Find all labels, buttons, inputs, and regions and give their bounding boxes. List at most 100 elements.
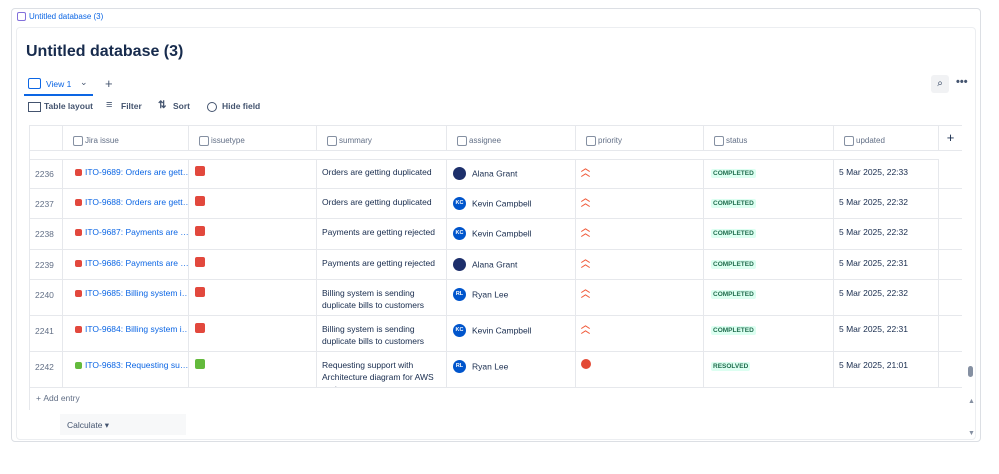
cell: 2237 xyxy=(30,189,63,219)
tab-menu[interactable]: ⌄ xyxy=(80,77,88,87)
updated: 5 Mar 2025, 22:31 xyxy=(839,258,908,268)
cell: ITO-9688: Orders are gett… xyxy=(63,189,189,219)
cell: KC Kevin Campbell xyxy=(447,219,576,250)
column-icon xyxy=(586,136,596,146)
column-icon xyxy=(714,136,724,146)
summary: Billing system is sending duplicate bill… xyxy=(322,324,425,346)
toolbar-button[interactable]: Filter xyxy=(121,101,142,111)
cell xyxy=(939,219,962,250)
status-badge: RESOLVED xyxy=(711,362,751,371)
issue-link[interactable]: ITO-9686: Payments are … xyxy=(85,258,189,268)
cell xyxy=(939,316,962,352)
column-header[interactable]: priority xyxy=(598,136,623,145)
issue-link[interactable]: ITO-9688: Orders are gett… xyxy=(85,197,189,207)
header-cell: updated xyxy=(834,126,939,151)
column-header[interactable]: assignee xyxy=(469,136,502,145)
column-header[interactable]: summary xyxy=(339,136,372,145)
assignee-name: Ryan Lee xyxy=(472,361,509,372)
cell: 2242 xyxy=(30,352,63,388)
add-entry[interactable]: + Add entry xyxy=(36,393,80,403)
tab[interactable]: View 1 xyxy=(46,79,72,89)
issue-link[interactable]: ITO-9689: Orders are gett… xyxy=(85,167,189,177)
scroll-down[interactable]: ▼ xyxy=(968,430,975,437)
header-cell xyxy=(30,126,63,151)
issuetype-mini xyxy=(75,260,82,267)
view-icon xyxy=(28,78,41,89)
cell: Billing system is sending duplicate bill… xyxy=(317,316,447,352)
issuetype-icon xyxy=(195,226,205,236)
cell: ITO-9684: Billing system i… xyxy=(63,316,189,352)
updated: 5 Mar 2025, 22:32 xyxy=(839,227,908,237)
partial-row xyxy=(30,151,939,160)
issue-link[interactable]: ITO-9684: Billing system i… xyxy=(85,324,189,334)
cell: COMPLETED xyxy=(704,316,834,352)
calculate-button[interactable]: Calculate ▾ xyxy=(60,414,186,435)
cell: 2238 xyxy=(30,219,63,250)
search-button[interactable]: ⌕ xyxy=(931,75,949,93)
title: Untitled database (3) xyxy=(26,43,184,60)
cell: Payments are getting rejected xyxy=(317,250,447,280)
cell xyxy=(189,219,317,250)
header-cell: Jira issue xyxy=(63,126,189,151)
cell: 5 Mar 2025, 22:32 xyxy=(834,189,939,219)
cell: ︿ ︿ xyxy=(576,219,704,250)
toolbar-button[interactable]: Table layout xyxy=(44,101,93,111)
cell xyxy=(939,250,962,280)
row-number: 2239 xyxy=(35,260,54,270)
cell: ︿ ︿ xyxy=(576,280,704,316)
cell: 2240 xyxy=(30,280,63,316)
cell xyxy=(576,352,704,388)
breadcrumb[interactable]: Untitled database (3) xyxy=(29,12,104,21)
priority-icon xyxy=(581,359,591,369)
add-column: + xyxy=(939,126,962,151)
issue-link[interactable]: ITO-9685: Billing system i… xyxy=(85,288,189,298)
cell: 5 Mar 2025, 21:01 xyxy=(834,352,939,388)
assignee-name: Alana Grant xyxy=(472,259,518,270)
issuetype-icon xyxy=(195,196,205,206)
row-number: 2238 xyxy=(35,229,54,239)
scroll-up[interactable]: ▲ xyxy=(968,398,975,405)
issuetype-mini xyxy=(75,229,82,236)
row-number: 2240 xyxy=(35,290,54,300)
issuetype-icon xyxy=(195,359,205,369)
status-badge: COMPLETED xyxy=(711,260,756,269)
cell xyxy=(189,280,317,316)
cell: KC Kevin Campbell xyxy=(447,189,576,219)
outer-frame xyxy=(11,8,981,442)
column-header[interactable]: updated xyxy=(856,136,885,145)
avatar: KC xyxy=(453,227,466,240)
toolbar-button[interactable]: Hide field xyxy=(222,101,261,111)
filter-icon: ≡ xyxy=(106,99,113,111)
column-header[interactable]: Jira issue xyxy=(85,136,119,145)
updated: 5 Mar 2025, 22:32 xyxy=(839,197,908,207)
cell: Requesting support with Architecture dia… xyxy=(317,352,447,388)
column-header[interactable]: issuetype xyxy=(211,136,245,145)
assignee-name: Kevin Campbell xyxy=(472,325,532,336)
card xyxy=(16,27,976,440)
header-cell: priority xyxy=(576,126,704,151)
cell: COMPLETED xyxy=(704,280,834,316)
more-button[interactable]: ••• xyxy=(956,76,968,88)
issuetype-icon xyxy=(195,287,205,297)
sort-icon: ⇅ xyxy=(158,100,167,111)
cell: 5 Mar 2025, 22:33 xyxy=(834,159,939,189)
header-cell: issuetype xyxy=(189,126,317,151)
avatar: KC xyxy=(453,324,466,337)
issuetype-icon xyxy=(195,166,205,176)
add-view[interactable]: + xyxy=(105,76,113,91)
issue-link[interactable]: ITO-9687: Payments are … xyxy=(85,227,189,237)
cell xyxy=(189,316,317,352)
cell: RL Ryan Lee xyxy=(447,280,576,316)
cell: Alana Grant xyxy=(447,250,576,280)
cell: Billing system is sending duplicate bill… xyxy=(317,280,447,316)
cell: ITO-9683: Requesting su… xyxy=(63,352,189,388)
issue-link[interactable]: ITO-9683: Requesting su… xyxy=(85,360,189,370)
cell: Payments are getting rejected xyxy=(317,219,447,250)
scroll-thumb[interactable] xyxy=(968,366,973,377)
toolbar-button[interactable]: Sort xyxy=(173,101,190,111)
column-icon xyxy=(327,136,337,146)
column-header[interactable]: status xyxy=(726,136,748,145)
tab-underline xyxy=(24,94,93,96)
summary: Billing system is sending duplicate bill… xyxy=(322,288,425,310)
cell: Alana Grant xyxy=(447,159,576,189)
